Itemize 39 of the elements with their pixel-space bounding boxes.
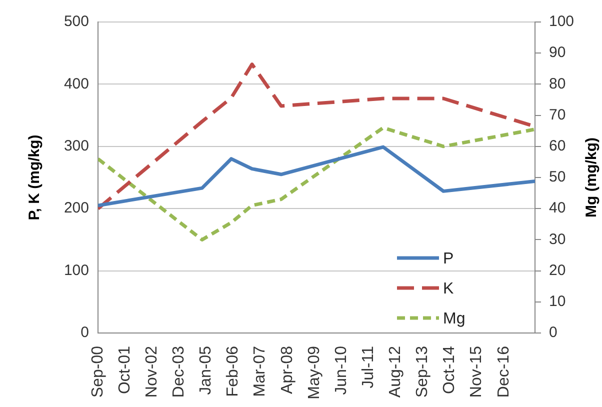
x-tick-label: Feb-06 xyxy=(224,346,242,397)
x-tick-label: Jan-05 xyxy=(198,346,215,395)
y2-tick-label: 30 xyxy=(549,230,566,248)
y2-tick-label: 50 xyxy=(549,168,566,186)
y2-tick-label: 100 xyxy=(549,13,574,30)
y-axis-title: P, K (mg/kg) xyxy=(26,134,44,220)
x-tick-label: Nov-02 xyxy=(144,346,160,398)
x-tick-label: May-09 xyxy=(306,346,323,400)
x-tick-label: Apr-08 xyxy=(278,346,296,394)
y-tick-label: 400 xyxy=(64,75,89,92)
y2-tick-label: 40 xyxy=(549,200,566,217)
x-tick-label: Nov-15 xyxy=(468,346,486,398)
line-series xyxy=(98,126,535,242)
x-tick-label: Dec-16 xyxy=(495,346,512,398)
x-tick-label: Jul-11 xyxy=(360,346,377,388)
legend-label: P xyxy=(443,250,454,268)
y2-tick-label: 10 xyxy=(549,293,566,310)
y2-tick-label: 70 xyxy=(549,106,566,124)
x-tick-label: Oct-14 xyxy=(441,346,458,394)
x-tick-label: Dec-03 xyxy=(170,346,188,398)
y2-tick-label: 80 xyxy=(549,75,566,92)
x-tick-label: Aug-12 xyxy=(387,346,404,398)
x-tick-label: Jun-10 xyxy=(332,346,350,395)
y-tick-label: 500 xyxy=(64,13,89,30)
y2-tick-label: 20 xyxy=(549,262,566,279)
y2-tick-label: 90 xyxy=(549,44,566,62)
y-tick-label: 200 xyxy=(64,200,89,217)
x-tick-label: Sep-13 xyxy=(414,346,432,398)
x-tick-label: Mar-07 xyxy=(252,346,269,397)
legend-label: Mg xyxy=(443,310,466,328)
x-tick-label: Oct-01 xyxy=(116,346,134,394)
x-tick-label: Sep-00 xyxy=(89,346,106,398)
y-tick-label: 100 xyxy=(64,262,89,279)
y2-tick-label: 0 xyxy=(549,324,558,342)
y2-axis-title: Mg (mg/kg) xyxy=(583,138,600,218)
y-tick-label: 0 xyxy=(80,324,89,342)
y-tick-label: 300 xyxy=(64,138,89,155)
y2-tick-label: 60 xyxy=(549,138,566,155)
legend-label: K xyxy=(443,280,454,298)
